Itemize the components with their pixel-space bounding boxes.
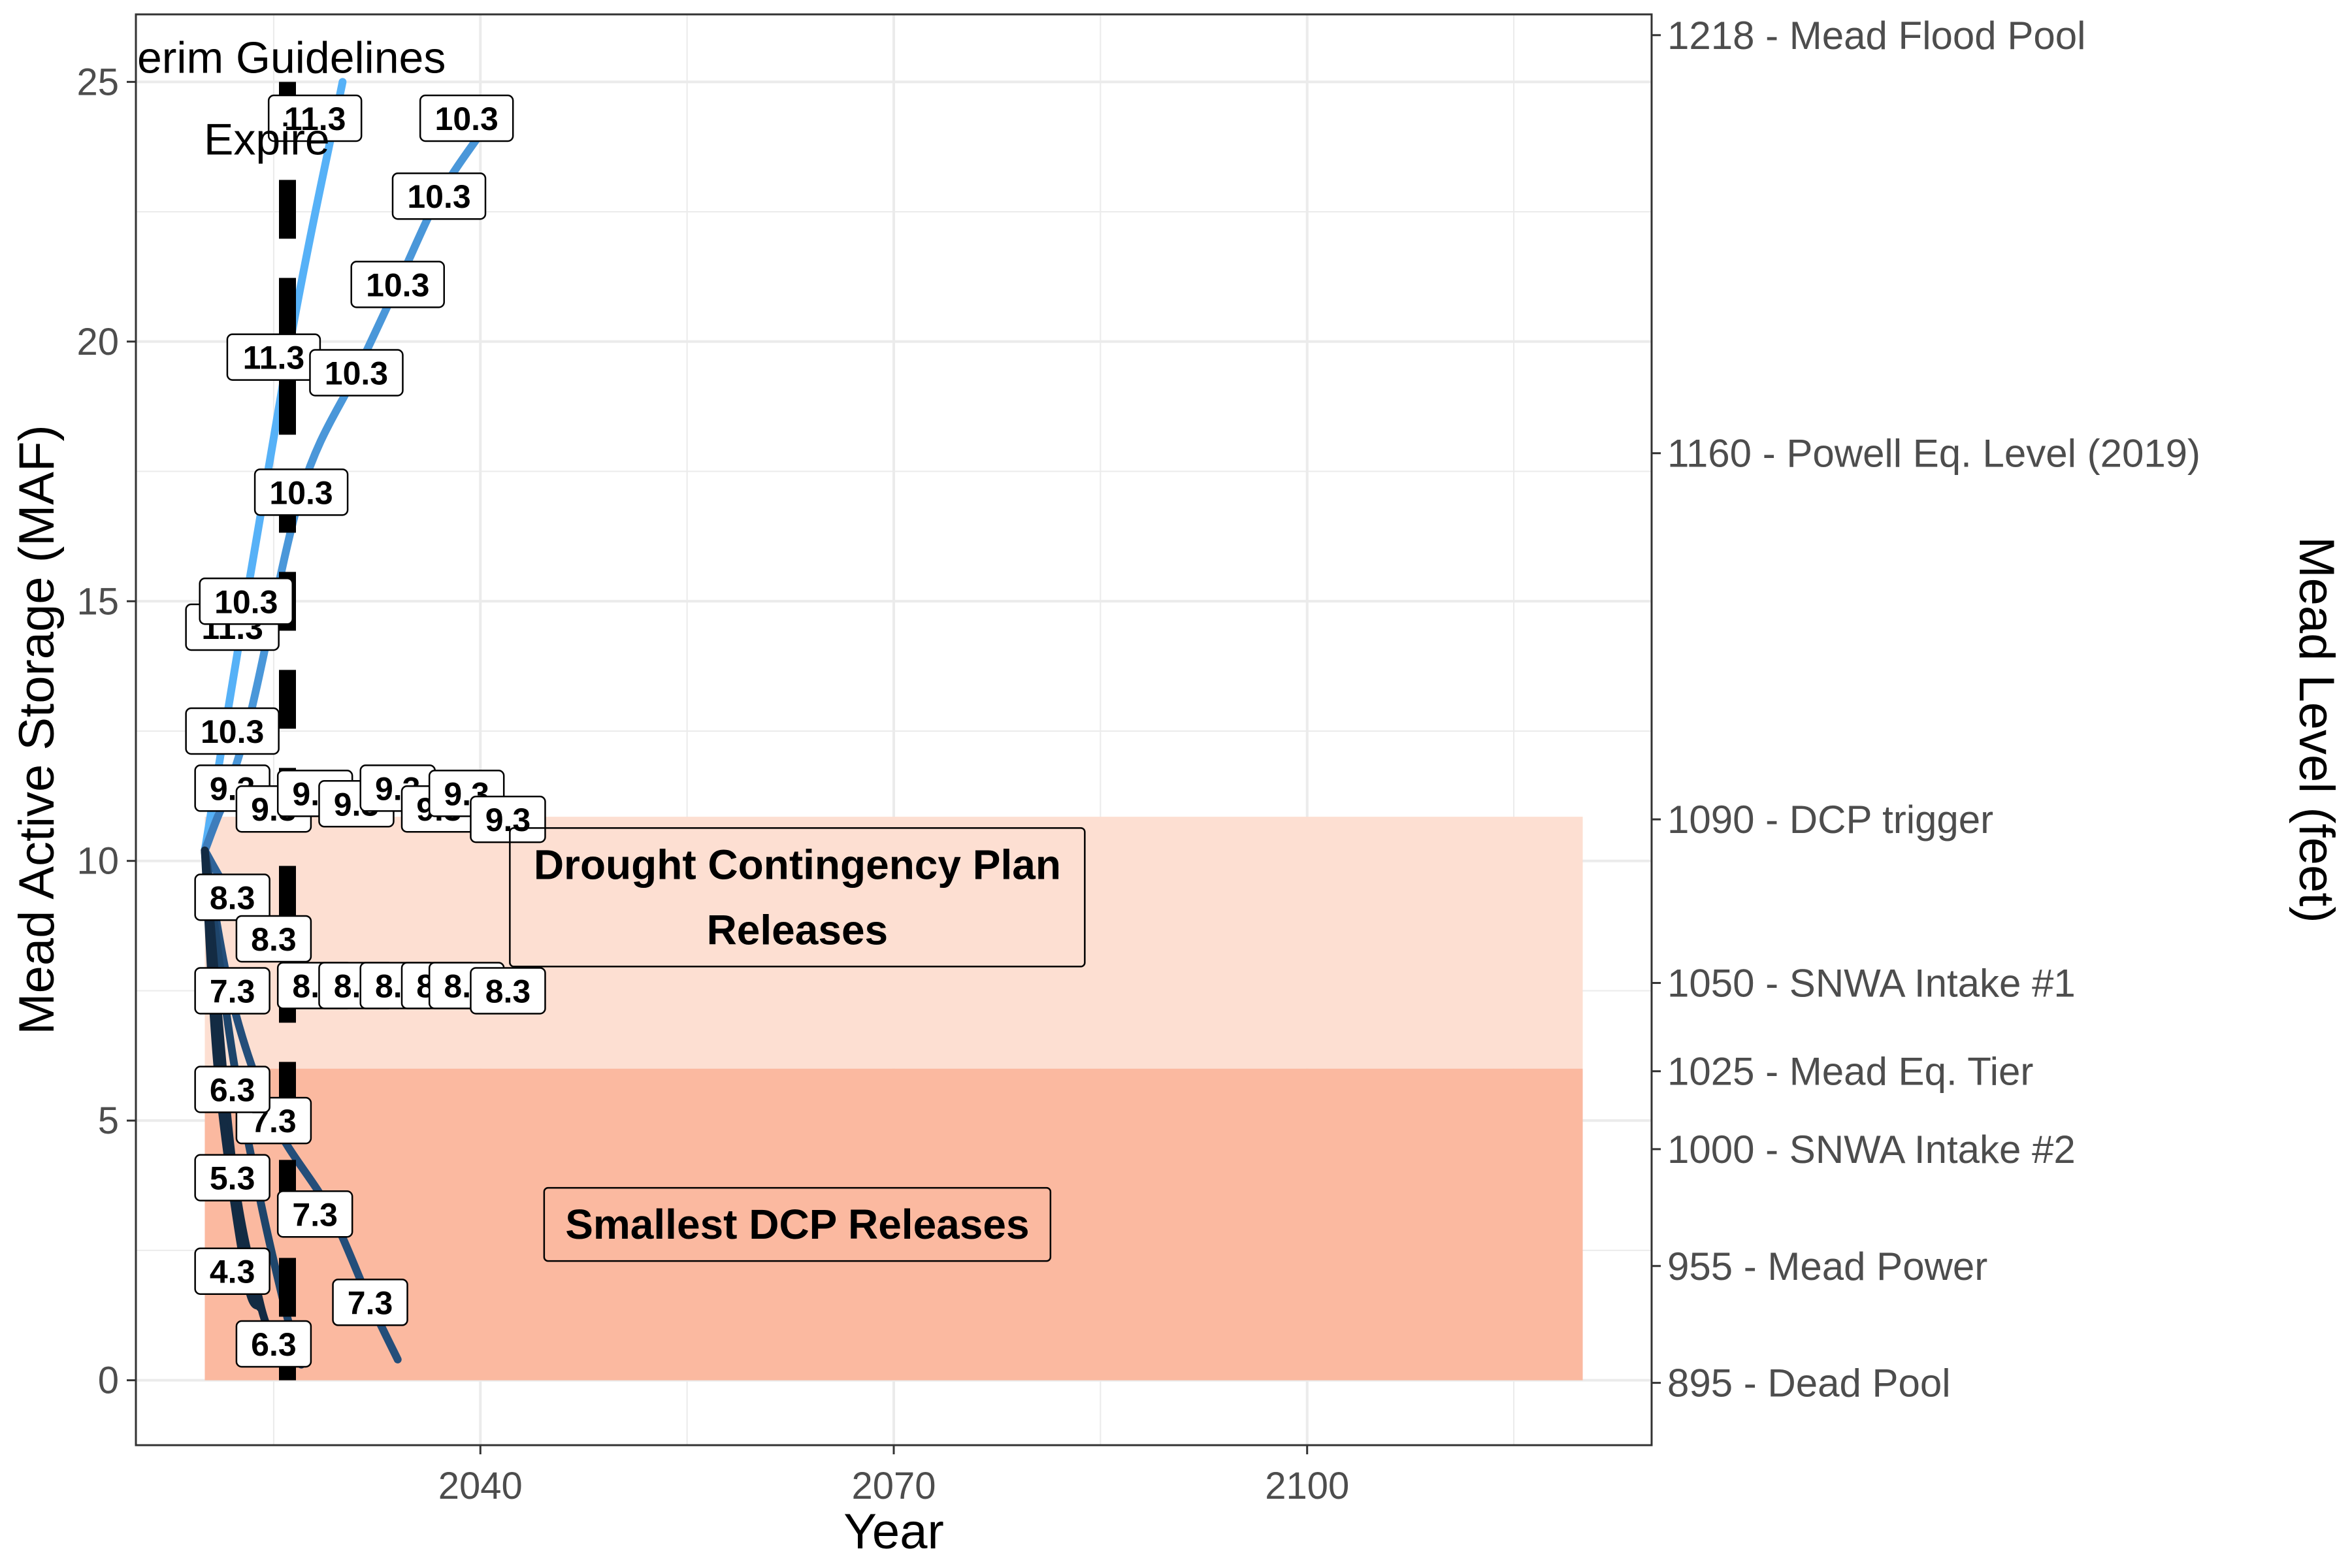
release-label: 10.3 bbox=[309, 349, 404, 397]
release-label: 11.3 bbox=[226, 333, 321, 381]
release-label-text: 9.3 bbox=[485, 802, 531, 838]
level-tick-label: 955 - Mead Power bbox=[1667, 1245, 1987, 1288]
release-label-box bbox=[194, 874, 270, 921]
release-label-box bbox=[199, 578, 293, 625]
level-tick-label: 1025 - Mead Eq. Tier bbox=[1667, 1050, 2033, 1094]
release-label: 8.3 bbox=[235, 915, 312, 963]
release-label-text: 7.3 bbox=[210, 973, 255, 1009]
x-tick-label: 2070 bbox=[851, 1465, 936, 1507]
release-label-text: 10.3 bbox=[201, 713, 264, 750]
x-axis-title: Year bbox=[843, 1504, 944, 1560]
release-label: 11.3 bbox=[267, 94, 363, 142]
level-tick-label: 895 - Dead Pool bbox=[1667, 1362, 1951, 1405]
x-tick-label: 2040 bbox=[438, 1465, 523, 1507]
annotation-text: Expire bbox=[204, 114, 330, 164]
release-label-text: 6.3 bbox=[210, 1071, 255, 1108]
release-label-box bbox=[350, 261, 445, 308]
y-axis: 0 5 10 15 20 25 bbox=[76, 61, 136, 1402]
y-tick-label: 25 bbox=[76, 61, 119, 103]
release-label: 10.3 bbox=[419, 94, 514, 142]
zone-label-text: Drought Contingency Plan bbox=[534, 841, 1061, 888]
release-label: 10.3 bbox=[199, 578, 293, 625]
release-label-text: 7.3 bbox=[292, 1196, 338, 1233]
release-label-box bbox=[470, 967, 546, 1015]
release-label-box bbox=[267, 94, 363, 142]
y-tick-label: 0 bbox=[98, 1360, 119, 1402]
release-label-text: 10.3 bbox=[366, 267, 429, 303]
y-tick-label: 10 bbox=[76, 840, 119, 883]
zone-label-box bbox=[543, 1186, 1052, 1262]
y-tick-label: 15 bbox=[76, 580, 119, 623]
release-label-text: 10.3 bbox=[435, 101, 498, 137]
release-label-text: 5.3 bbox=[210, 1160, 255, 1197]
release-label-text: 10.3 bbox=[269, 474, 333, 511]
release-label-box bbox=[194, 1154, 270, 1201]
release-label-box bbox=[194, 967, 270, 1015]
release-label-box bbox=[470, 795, 546, 843]
release-label-text: 11.3 bbox=[243, 340, 305, 376]
release-label: 6.3 bbox=[235, 1320, 312, 1368]
release-label-box bbox=[253, 468, 349, 516]
y2-axis-title: Mead Level (feet) bbox=[2289, 536, 2344, 923]
release-labels: 11.311.311.310.310.310.310.310.310.310.3… bbox=[185, 94, 546, 1368]
annotation-text-group: Interim Guidelines Expire bbox=[88, 33, 446, 164]
release-label-box bbox=[235, 1320, 312, 1368]
release-label-text: 8.3 bbox=[485, 973, 531, 1009]
y-tick-label: 20 bbox=[76, 321, 119, 363]
y-axis-title: Mead Active Storage (MAF) bbox=[9, 425, 65, 1034]
release-label-box bbox=[309, 349, 404, 397]
x-tick-label: 2100 bbox=[1265, 1465, 1349, 1507]
level-tick-label: 1090 - DCP trigger bbox=[1667, 798, 1993, 841]
release-label: 7.3 bbox=[332, 1279, 408, 1326]
release-label: 8.3 bbox=[470, 967, 546, 1015]
release-label: 8.3 bbox=[194, 874, 270, 921]
release-label-box bbox=[419, 94, 514, 142]
release-label: 7.3 bbox=[194, 967, 270, 1015]
release-label-text: 6.3 bbox=[251, 1326, 297, 1363]
release-label: 4.3 bbox=[194, 1247, 270, 1295]
zone-label-text: Releases bbox=[707, 906, 889, 953]
y-tick-label: 5 bbox=[98, 1100, 119, 1142]
zone-label: Drought Contingency Plan Releases bbox=[509, 827, 1086, 968]
release-label-box bbox=[391, 172, 487, 220]
release-label-text: 4.3 bbox=[210, 1254, 255, 1290]
level-tick-label: 1160 - Powell Eq. Level (2019) bbox=[1667, 432, 2200, 476]
release-label-text: 7.3 bbox=[348, 1284, 393, 1321]
zone-rect bbox=[204, 817, 1583, 1069]
release-label: 6.3 bbox=[194, 1066, 270, 1113]
level-tick-label: 1000 - SNWA Intake #2 bbox=[1667, 1128, 2076, 1171]
release-label: 10.3 bbox=[391, 172, 487, 220]
release-label-box bbox=[332, 1279, 408, 1326]
release-label: 7.3 bbox=[276, 1190, 353, 1238]
zone-label: Smallest DCP Releases bbox=[543, 1186, 1052, 1262]
release-label-text: 10.3 bbox=[214, 583, 278, 620]
release-label: 10.3 bbox=[185, 707, 280, 755]
level-tick-label: 1218 - Mead Flood Pool bbox=[1667, 14, 2085, 57]
interim-guidelines-annotation: Interim Guidelines Expire bbox=[88, 33, 446, 164]
annotation-text: Interim Guidelines bbox=[88, 33, 446, 82]
release-label-text: 10.3 bbox=[325, 355, 388, 391]
release-label-text: 8.3 bbox=[251, 921, 297, 958]
release-label-box bbox=[194, 1247, 270, 1295]
release-label-text: 8.3 bbox=[210, 879, 255, 916]
level-tick-label: 1050 - SNWA Intake #1 bbox=[1667, 962, 2076, 1005]
mead-level-axis: 1218 - Mead Flood Pool 1160 - Powell Eq. … bbox=[1652, 14, 2200, 1405]
zone-label-text: Smallest DCP Releases bbox=[565, 1201, 1029, 1248]
release-label-box bbox=[276, 1190, 353, 1238]
release-label: 5.3 bbox=[194, 1154, 270, 1201]
release-label-box bbox=[235, 915, 312, 963]
release-label-text: 11.3 bbox=[284, 101, 346, 137]
release-label: 9.3 bbox=[470, 795, 546, 843]
release-label-box bbox=[185, 707, 280, 755]
release-label: 10.3 bbox=[350, 261, 445, 308]
release-zones bbox=[204, 817, 1583, 1380]
release-label-box bbox=[194, 1066, 270, 1113]
zone-rect bbox=[204, 1068, 1583, 1380]
zone-labels: Drought Contingency Plan Releases Smallest… bbox=[509, 827, 1086, 1262]
release-label-text: 10.3 bbox=[407, 178, 470, 215]
release-label: 10.3 bbox=[253, 468, 349, 516]
zone-label-box bbox=[509, 827, 1086, 968]
x-axis: 2040 2070 2100 bbox=[438, 1445, 1349, 1507]
